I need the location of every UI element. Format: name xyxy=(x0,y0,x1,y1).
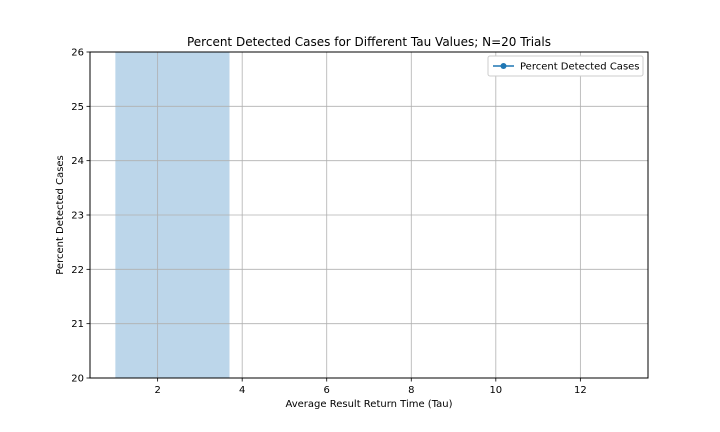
y-tick-label: 25 xyxy=(71,102,84,113)
y-tick-label: 20 xyxy=(71,374,84,385)
y-tick-label: 22 xyxy=(71,265,84,276)
x-axis-title: Average Result Return Time (Tau) xyxy=(285,399,452,410)
x-tick-label: 6 xyxy=(324,385,330,396)
y-axis-title: Percent Detected Cases xyxy=(55,155,66,275)
y-tick-label: 23 xyxy=(71,211,84,222)
legend-label: Percent Detected Cases xyxy=(520,62,640,73)
legend: Percent Detected Cases xyxy=(487,55,644,77)
x-tick-label: 4 xyxy=(239,385,245,396)
y-tick-label: 21 xyxy=(71,319,84,330)
y-tick-label: 26 xyxy=(71,48,84,59)
chart-title: Percent Detected Cases for Different Tau… xyxy=(187,35,551,49)
y-tick-label: 24 xyxy=(71,156,84,167)
x-tick-label: 2 xyxy=(154,385,160,396)
legend-box xyxy=(487,55,644,77)
x-tick-label: 8 xyxy=(408,385,414,396)
legend-marker xyxy=(500,63,507,69)
y-axis-ticks: 20 21 22 23 24 25 26 xyxy=(71,48,90,385)
x-axis-ticks: 2 4 6 8 10 12 xyxy=(154,378,587,396)
x-tick-label: 12 xyxy=(574,385,587,396)
x-tick-label: 10 xyxy=(489,385,502,396)
